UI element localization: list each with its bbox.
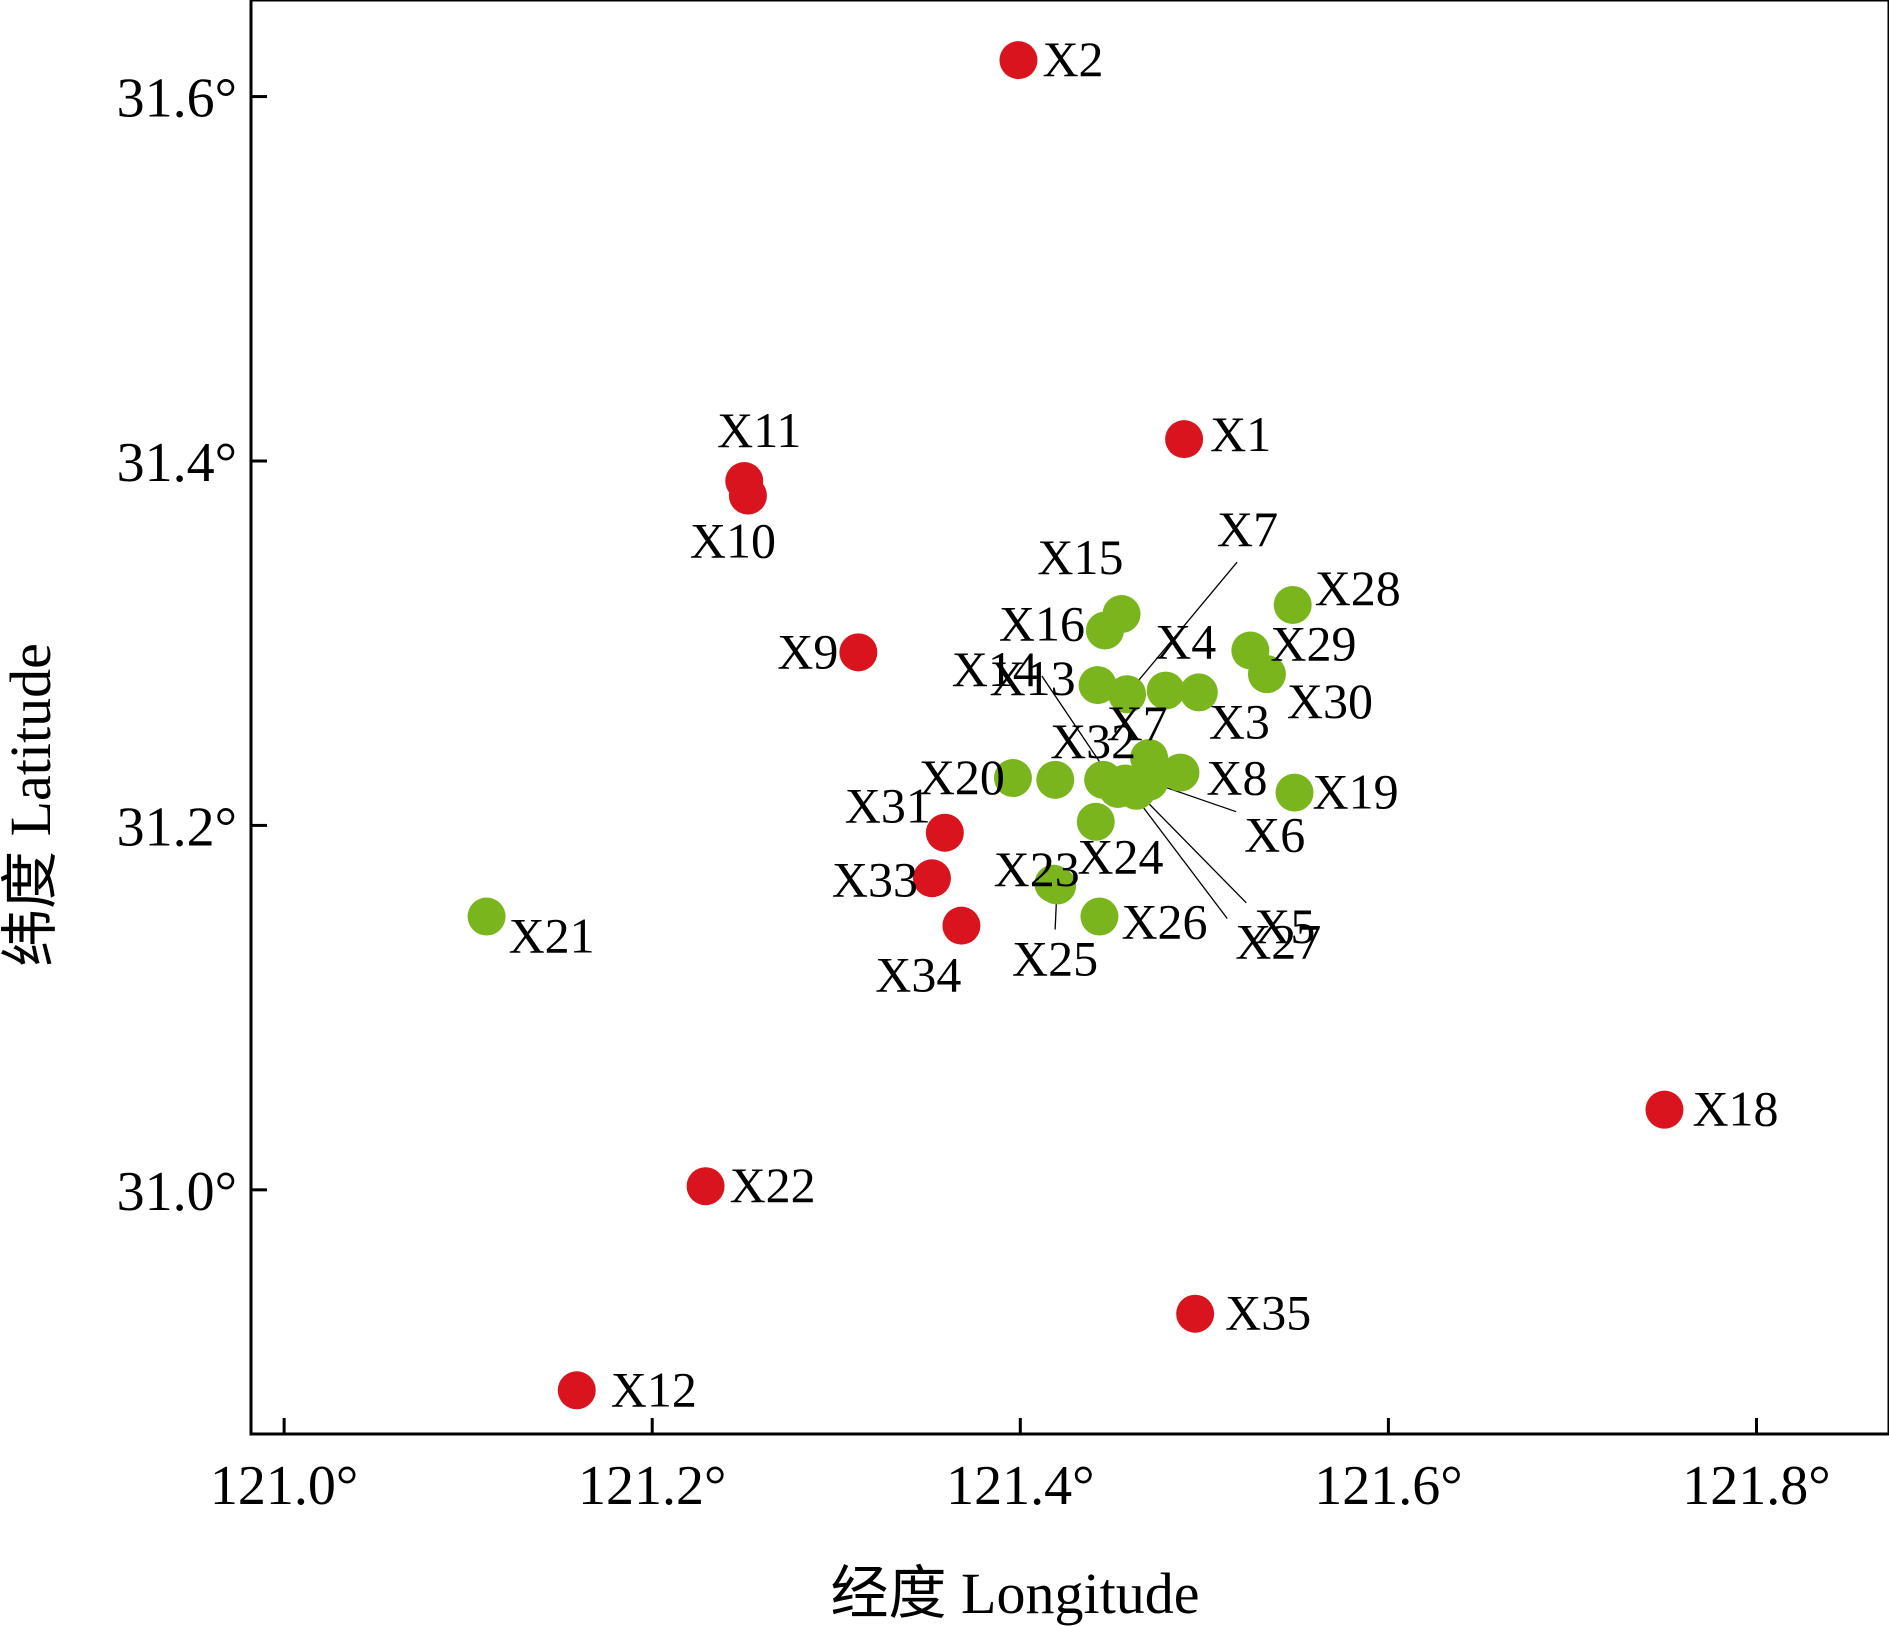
point-x28-label: X28 (1315, 560, 1401, 616)
point-x1-label: X1 (1210, 406, 1271, 462)
point-x4-label: X4 (1155, 614, 1216, 670)
point-x8-marker (1161, 753, 1200, 792)
x-tick-label: 121.6° (1314, 1455, 1462, 1517)
point-x21-label: X21 (509, 908, 595, 964)
point-x16-marker (1085, 611, 1124, 650)
point-x23-label: X23 (994, 841, 1080, 897)
point-x32-label: X32 (1050, 713, 1136, 769)
point-x7-label: X7 (1107, 695, 1168, 751)
point-x11-marker (725, 462, 764, 501)
point-x30-label: X30 (1287, 673, 1373, 729)
point-x13-marker (1078, 666, 1117, 705)
point-x14-label: X14 (952, 641, 1038, 697)
point-x7-label: X7 (1217, 501, 1278, 557)
point-x25-marker (1038, 866, 1077, 905)
point-x19-label: X19 (1313, 764, 1399, 820)
point-x9-marker (839, 633, 878, 672)
point-x7-marker (1108, 675, 1147, 714)
point-x18-marker (1645, 1090, 1684, 1129)
point-x20-marker (1036, 760, 1075, 799)
point-x27-label: X27 (1235, 914, 1321, 970)
leader-line (1126, 561, 1238, 695)
x-tick-label: 121.0° (210, 1455, 358, 1517)
point-x13-label: X13 (989, 650, 1075, 706)
point-x22-label: X22 (730, 1157, 816, 1213)
point-x7-marker (1130, 738, 1169, 777)
point-x16-label: X16 (999, 595, 1085, 651)
data-points (467, 41, 1684, 1410)
y-tick-label: 31.0° (117, 1161, 237, 1223)
point-x31-label: X31 (845, 778, 931, 834)
point-x32-marker (1084, 760, 1123, 799)
point-x35-marker (1176, 1294, 1215, 1333)
point-x12-marker (557, 1371, 596, 1410)
y-tick-label: 31.4° (117, 432, 237, 494)
point-x31-marker (925, 813, 964, 852)
y-axis-ticks: 31.0° 31.2° 31.4° 31.6° (117, 68, 267, 1223)
point-x26-marker (1080, 897, 1119, 936)
x-axis-title: 经度 Longitude (831, 1561, 1200, 1626)
point-x9-label: X9 (777, 623, 838, 679)
y-axis-title: 纬度 Latitude (0, 643, 63, 967)
point-x20-label: X20 (919, 749, 1005, 805)
point-x2-label: X2 (1042, 31, 1103, 87)
point-x1-marker (1165, 420, 1204, 459)
point-x4-marker (1146, 671, 1185, 710)
point-x35-label: X35 (1225, 1285, 1311, 1341)
point-x25-label: X25 (1012, 931, 1098, 987)
point-x5-label: X5 (1254, 898, 1315, 954)
point-x29-label: X29 (1270, 615, 1356, 671)
point-x26-label: X26 (1121, 894, 1207, 950)
plot-frame (249, 0, 1889, 1436)
point-x30-marker (1247, 655, 1286, 694)
point-x10-label: X10 (690, 513, 776, 569)
point-x34-label: X34 (875, 947, 961, 1003)
point-x21-marker (467, 897, 506, 936)
point-x24-label: X24 (1077, 829, 1163, 885)
point-x33-marker (912, 859, 951, 898)
point-x15-label: X15 (1037, 529, 1123, 585)
point-x23-marker (1076, 802, 1115, 841)
point-x11-label: X11 (717, 402, 801, 458)
point-x22-marker (686, 1167, 725, 1206)
point-x3-label: X3 (1209, 693, 1270, 749)
point-x8-label: X8 (1206, 750, 1267, 806)
point-x6-label: X6 (1244, 807, 1305, 863)
y-tick-label: 31.2° (117, 796, 237, 858)
x-tick-label: 121.2° (578, 1455, 726, 1517)
point-x20-marker (993, 759, 1032, 798)
point-x12-label: X12 (611, 1361, 697, 1417)
point-x3-marker (1179, 673, 1218, 712)
point-labels: X1X2X9X10X11X12X18X22X31X33X34X35X3X4X5X… (509, 31, 1779, 1417)
point-x19-marker (1275, 773, 1314, 812)
x-tick-label: 121.4° (946, 1455, 1094, 1517)
point-x33-label: X33 (832, 851, 918, 907)
point-x2-marker (999, 41, 1038, 80)
point-x34-marker (942, 906, 981, 945)
point-x18-label: X18 (1692, 1081, 1778, 1137)
y-tick-label: 31.6° (117, 68, 237, 130)
leader-line (1135, 790, 1247, 904)
x-axis-ticks: 121.0° 121.2° 121.4° 121.6° 121.8° (210, 1418, 1831, 1517)
x-tick-label: 121.8° (1682, 1455, 1830, 1517)
point-x28-marker (1273, 585, 1312, 624)
